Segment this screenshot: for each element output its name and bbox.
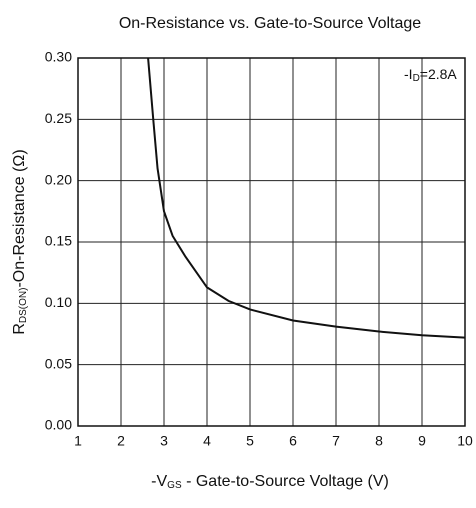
x-tick-label: 10 bbox=[457, 433, 473, 449]
x-label-prefix: -V bbox=[151, 473, 167, 490]
y-tick-label: 0.15 bbox=[45, 233, 72, 249]
x-label-sub: GS bbox=[167, 480, 182, 491]
x-tick-label: 4 bbox=[203, 433, 211, 449]
y-label-sub: DS(ON) bbox=[18, 288, 29, 324]
y-tick-label: 0.00 bbox=[45, 417, 72, 433]
y-tick-label: 0.30 bbox=[45, 49, 72, 65]
x-tick-label: 7 bbox=[332, 433, 340, 449]
x-tick-label: 1 bbox=[74, 433, 82, 449]
chart-title: On-Resistance vs. Gate-to-Source Voltage bbox=[119, 15, 421, 32]
y-tick-label: 0.25 bbox=[45, 110, 72, 126]
annotation-rest: =2.8A bbox=[420, 66, 458, 82]
x-tick-label: 6 bbox=[289, 433, 297, 449]
y-tick-label: 0.05 bbox=[45, 355, 72, 371]
plot-border bbox=[77, 57, 466, 427]
annotation: -ID=2.8A bbox=[404, 66, 457, 84]
x-tick-label: 3 bbox=[160, 433, 168, 449]
x-tick-label: 9 bbox=[418, 433, 426, 449]
y-tick-label: 0.10 bbox=[45, 294, 72, 310]
x-tick-label: 5 bbox=[246, 433, 254, 449]
x-label-rest: - Gate-to-Source Voltage (V) bbox=[182, 473, 389, 490]
y-label-prefix: R bbox=[11, 323, 28, 335]
x-axis-label: -VGS - Gate-to-Source Voltage (V) bbox=[151, 473, 389, 490]
x-tick-label: 8 bbox=[375, 433, 383, 449]
data-line bbox=[147, 57, 466, 339]
x-tick-label: 2 bbox=[117, 433, 125, 449]
y-tick-label: 0.20 bbox=[45, 171, 72, 187]
annotation-sub: D bbox=[413, 73, 420, 84]
annotation-prefix: -I bbox=[404, 66, 413, 82]
y-label-rest: -On-Resistance (Ω) bbox=[11, 149, 28, 287]
y-axis-label: RDS(ON)-On-Resistance (Ω) bbox=[11, 149, 28, 334]
